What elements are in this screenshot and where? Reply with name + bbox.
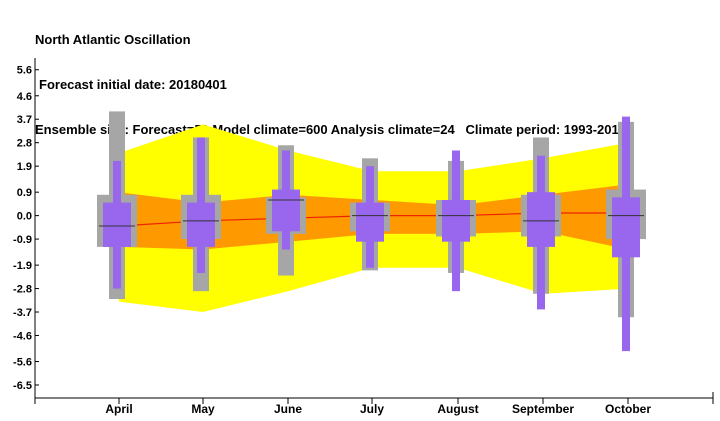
y-tick-label: 2.8 [17, 138, 32, 150]
forecast-box-iqr [356, 207, 384, 232]
y-tick-label: -1.9 [13, 260, 32, 272]
y-tick-label: -4.6 [13, 330, 32, 342]
forecast-box-iqr [187, 207, 215, 232]
y-tick-label: -6.5 [13, 380, 32, 392]
x-tick-label: October [605, 402, 651, 416]
y-tick-label: -3.7 [13, 307, 32, 319]
x-tick-label: April [105, 402, 132, 416]
x-tick-label: September [512, 402, 574, 416]
x-tick-label: May [191, 402, 215, 416]
y-tick-label: 5.6 [17, 65, 32, 77]
y-tick-label: 3.7 [17, 114, 32, 126]
forecast-box-iqr [612, 207, 640, 247]
y-tick-label: 0.0 [17, 211, 32, 223]
chart-titles: North Atlantic Oscillation Forecast init… [35, 2, 626, 152]
y-tick-label: -2.8 [13, 284, 32, 296]
forecast-box-iqr [272, 194, 300, 227]
chart-subtitle-date: Forecast initial date: 20180401 [39, 77, 227, 92]
chart-title: North Atlantic Oscillation [35, 32, 191, 47]
forecast-box-iqr [103, 210, 131, 237]
forecast-box-iqr [442, 207, 470, 232]
forecast-box-iqr [527, 205, 555, 240]
x-tick-label: July [360, 402, 384, 416]
y-tick-label: 4.6 [17, 91, 32, 103]
x-tick-label: August [437, 402, 478, 416]
x-tick-label: June [274, 402, 302, 416]
y-tick-label: 1.9 [17, 161, 32, 173]
y-tick-label: -5.6 [13, 357, 32, 369]
y-tick-label: 0.9 [17, 187, 32, 199]
y-tick-label: -0.9 [13, 234, 32, 246]
